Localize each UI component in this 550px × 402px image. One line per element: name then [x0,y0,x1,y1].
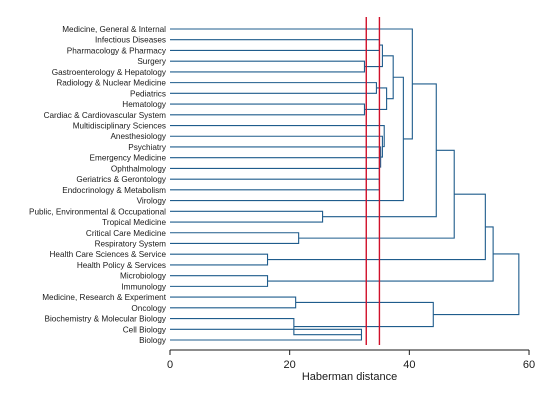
leaf-label: Infectious Diseases [95,36,166,45]
dendrogram-link [170,60,366,73]
leaf-label: Radiology & Nuclear Medicine [56,79,166,88]
leaf-label: Medicine, General & Internal [62,25,166,34]
leaf-label: Psychiatry [128,143,167,152]
dendrogram-link [170,135,383,158]
dendrogram-link [170,167,380,185]
dendrogram-link [170,124,385,148]
reference-lines [365,17,381,345]
leaf-label: Cell Biology [123,325,167,334]
leaf-label: Endocrinology & Metabolism [62,186,166,195]
dendrogram-link [170,210,324,223]
leaf-label: Geriatrics & Gerontology [76,175,167,184]
dendrogram-link [293,301,434,328]
dendrogram-link [170,275,269,287]
leaf-label: Immunology [121,282,167,291]
leaf-label: Biology [139,336,167,345]
leaf-label: Microbiology [120,272,167,281]
dendrogram-link [170,146,382,168]
leaf-label: Surgery [137,57,167,66]
leaf-labels: Medicine, General & Internal Infectious D… [29,25,167,345]
x-tick-label: 60 [523,359,535,371]
dendrogram-link [170,39,380,51]
leaf-label: Pediatrics [130,89,166,98]
dendrogram-link [170,178,380,191]
leaf-label: Hematology [122,100,167,109]
x-axis-title: Haberman distance [302,371,397,383]
leaf-label: Critical Care Medicine [86,229,167,238]
dendrogram-link [433,253,520,316]
dendrogram-link [267,226,494,282]
dendrogram-link [298,149,455,239]
dendrogram-link [364,44,383,68]
leaf-label: Virology [137,197,167,206]
dendrogram-link [170,28,413,140]
leaf-label: Multidisciplinary Sciences [73,122,166,131]
dendrogram-link [364,87,388,110]
dendrogram-link [267,193,486,261]
dendrogram-link [170,76,404,202]
leaf-label: Cardiac & Cardiovascular System [44,111,167,120]
leaf-label: Public, Environmental & Occupational [29,207,166,216]
leaf-label: Anesthesiology [110,132,166,141]
leaf-label: Medicine, Research & Experiment [42,293,167,302]
leaf-label: Gastroenterology & Hepatology [52,68,167,77]
leaf-label: Health Policy & Services [77,261,166,270]
leaf-label: Respiratory System [95,239,167,248]
dendrogram-links [170,28,520,341]
leaf-label: Health Care Sciences & Service [50,250,167,259]
leaf-label: Ophthalmology [111,164,167,173]
dendrogram-link [170,103,366,116]
leaf-label: Tropical Medicine [102,218,166,227]
leaf-label: Emergency Medicine [90,154,167,163]
dendrogram-link [170,157,380,177]
x-tick-label: 40 [403,359,415,371]
x-tick-label: 0 [167,359,173,371]
dendrogram-link [170,253,269,266]
x-axis: 0 20 40 60 [167,349,535,371]
dendrogram-link [382,55,394,100]
dendrogram-link [170,232,300,245]
leaf-label: Biochemistry & Molecular Biology [45,315,167,324]
dendrogram-link [170,296,297,309]
x-tick-label: 20 [284,359,296,371]
leaf-label: Oncology [131,304,166,313]
leaf-label: Pharmacology & Pharmacy [67,46,167,55]
dendrogram-link [170,82,377,94]
